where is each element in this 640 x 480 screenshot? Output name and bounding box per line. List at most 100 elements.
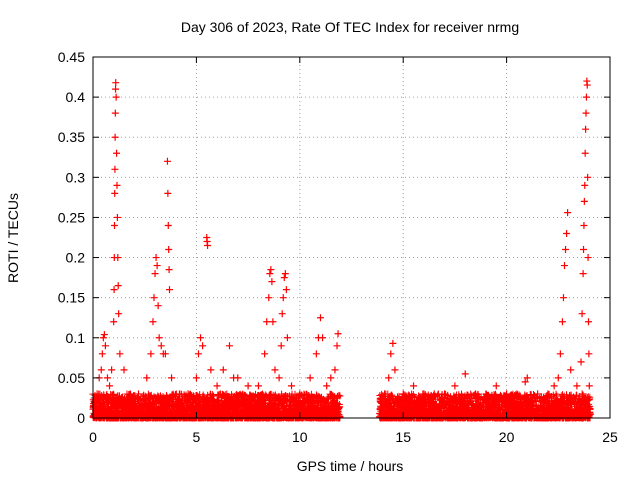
data-point <box>194 350 202 358</box>
data-point <box>584 254 592 262</box>
data-point <box>147 350 155 358</box>
data-point <box>111 133 119 141</box>
data-point <box>312 350 320 358</box>
data-point <box>391 366 399 374</box>
x-tick-label: 5 <box>193 429 201 445</box>
data-point <box>149 318 157 326</box>
data-point <box>577 358 585 366</box>
data-point <box>100 331 108 339</box>
x-axis-label: GPS time / hours <box>297 458 404 474</box>
y-tick-label: 0.05 <box>58 370 85 386</box>
data-point <box>98 350 106 358</box>
y-tick-label: 0 <box>77 410 85 426</box>
data-point <box>296 390 304 398</box>
x-tick-label: 0 <box>89 429 97 445</box>
y-axis-ticks: 0 0.05 0.1 0.15 0.2 0.25 0.3 0.35 0.4 0.45 <box>58 49 610 426</box>
data-point <box>562 246 570 254</box>
data-point <box>580 221 588 229</box>
data-point <box>150 294 158 302</box>
data-point <box>112 85 120 93</box>
data-point <box>134 390 142 398</box>
data-point <box>582 109 590 117</box>
data-point <box>561 262 569 270</box>
y-axis-label: ROTI / TECUs <box>5 193 21 283</box>
data-point <box>161 350 169 358</box>
data-point <box>387 350 395 358</box>
data-point <box>333 342 341 350</box>
data-point <box>461 370 469 378</box>
data-point <box>580 246 588 254</box>
data-point <box>585 382 593 390</box>
data-point <box>582 125 590 133</box>
data-point <box>157 342 165 350</box>
y-tick-label: 0.25 <box>58 209 85 225</box>
plot-frame <box>92 56 611 419</box>
data-point <box>556 350 564 358</box>
data-point <box>430 390 438 398</box>
data-point <box>327 374 335 382</box>
data-point <box>584 318 592 326</box>
data-point <box>563 229 571 237</box>
data-point <box>261 350 269 358</box>
data-point <box>111 221 119 229</box>
x-tick-label: 15 <box>395 429 411 445</box>
data-point <box>114 254 122 262</box>
data-point <box>112 79 120 87</box>
data-point <box>225 342 233 350</box>
y-tick-label: 0.45 <box>58 49 85 65</box>
data-series-roti <box>91 77 593 406</box>
data-point <box>143 374 151 382</box>
data-point <box>219 366 227 374</box>
data-point <box>584 173 592 181</box>
data-point <box>166 286 174 294</box>
data-point <box>101 342 109 350</box>
data-point <box>271 366 279 374</box>
data-point <box>288 382 296 390</box>
data-point <box>268 278 276 286</box>
data-point <box>269 318 277 326</box>
x-tick-label: 10 <box>292 429 308 445</box>
data-point <box>176 390 184 398</box>
data-point <box>503 390 511 398</box>
data-point <box>550 382 558 390</box>
data-point <box>278 310 286 318</box>
data-point <box>513 390 521 398</box>
x-tick-label: 20 <box>499 429 515 445</box>
data-point <box>267 266 275 274</box>
data-point <box>154 302 162 310</box>
data-point <box>319 334 327 342</box>
y-tick-label: 0.35 <box>58 129 85 145</box>
data-point <box>114 282 122 290</box>
data-point <box>126 390 134 398</box>
data-point <box>579 270 587 278</box>
data-point <box>113 149 121 157</box>
data-point <box>578 310 586 318</box>
data-point <box>244 382 252 390</box>
data-point <box>163 157 171 165</box>
data-point <box>110 286 118 294</box>
data-point <box>389 339 397 347</box>
data-point <box>585 350 593 358</box>
data-point <box>192 374 200 382</box>
data-point <box>164 221 172 229</box>
data-point <box>282 286 290 294</box>
data-point <box>155 334 163 342</box>
data-point <box>106 382 114 390</box>
data-point <box>99 334 107 342</box>
data-point <box>334 330 342 338</box>
data-point <box>113 181 121 189</box>
data-point <box>116 350 124 358</box>
data-point <box>197 334 205 342</box>
data-point <box>558 318 566 326</box>
data-point <box>451 382 459 390</box>
y-tick-label: 0.3 <box>66 169 86 185</box>
data-point <box>420 390 428 398</box>
y-tick-label: 0.4 <box>66 89 86 105</box>
data-point <box>544 390 552 398</box>
data-point <box>567 366 575 374</box>
data-point <box>410 382 418 390</box>
y-tick-label: 0.1 <box>66 330 86 346</box>
data-point <box>534 390 542 398</box>
chart-title: Day 306 of 2023, Rate Of TEC Index for r… <box>181 19 519 35</box>
grid <box>93 57 610 418</box>
